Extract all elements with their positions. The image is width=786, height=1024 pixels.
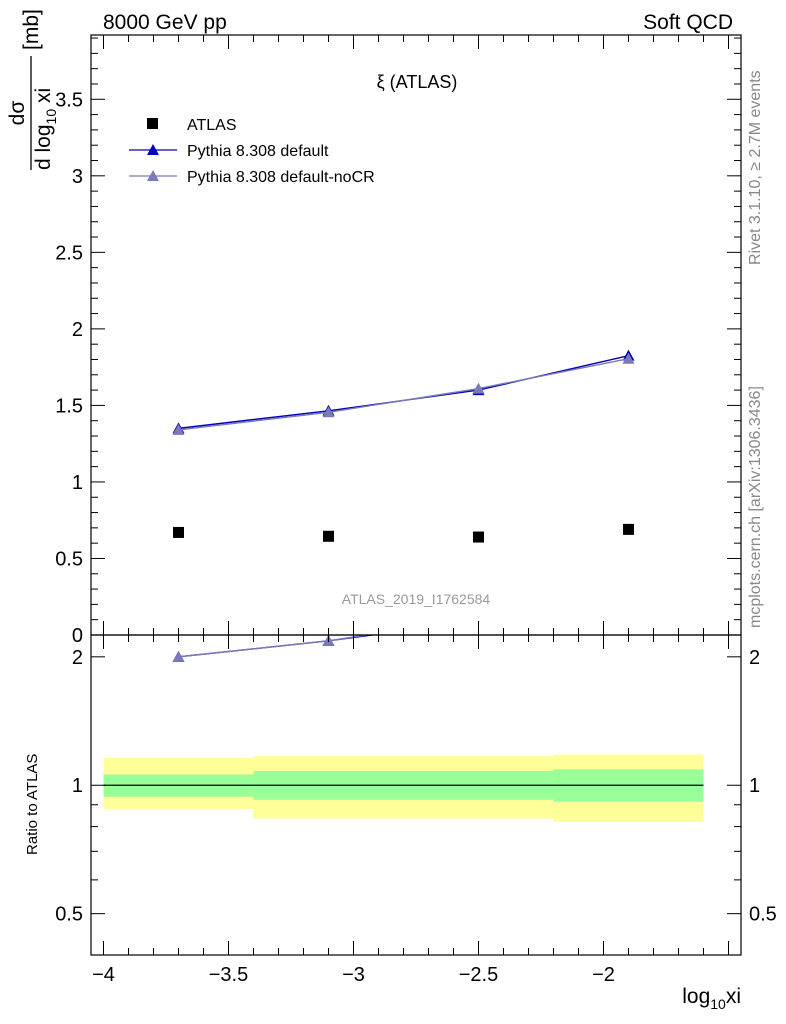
main-y-tick-label: 3 [72, 166, 83, 188]
legend-label-atlas: ATLAS [187, 117, 237, 134]
x-tick-label: −3.5 [209, 964, 248, 986]
legend: ATLAS Pythia 8.308 default Pythia 8.308 … [129, 117, 375, 186]
mcplots-label: mcplots.cern.ch [arXiv:1306.3436] [747, 386, 764, 628]
point-atlas [623, 523, 634, 535]
ratio-y-tick-label-right: 0.5 [749, 904, 777, 926]
ratio-frame [90, 634, 742, 956]
legend-label-nocr: Pythia 8.308 default-noCR [187, 169, 375, 186]
legend-entry-nocr: Pythia 8.308 default-noCR [129, 169, 375, 186]
main-y-tick-label: 2 [72, 319, 83, 341]
x-axis-label: log10xi [682, 985, 741, 1012]
rivet-label: Rivet 3.1.10, ≥ 2.7M events [747, 70, 764, 265]
ratio-uncertainty-bands [103, 754, 704, 823]
legend-marker-default [147, 144, 159, 155]
ratio-point-pythia-8-308-default-nocr [172, 650, 185, 662]
x-tick-label: −2 [592, 964, 615, 986]
y-label-denominator: d log10 xi [32, 88, 59, 170]
ratio-y-tick-label-right: 2 [749, 647, 760, 669]
y-label-numerator: dσ [6, 101, 29, 126]
ratio-y-tick-label: 0.5 [55, 904, 83, 926]
process-label: Soft QCD [643, 11, 733, 34]
legend-entry-default: Pythia 8.308 default [129, 143, 329, 160]
legend-marker-nocr [147, 170, 159, 181]
main-series-layer [172, 349, 635, 543]
ratio-y-axis-label: Ratio to ATLAS [24, 754, 41, 855]
point-pythia-8-308-default-nocr [322, 406, 335, 418]
main-y-tick-label: 0 [72, 625, 83, 647]
y-label-unit: [mb] [20, 9, 43, 50]
point-pythia-8-308-default-nocr [172, 423, 185, 435]
x-tick-label: −2.5 [459, 964, 498, 986]
point-pythia-8-308-default-nocr [622, 352, 635, 364]
point-atlas [473, 531, 484, 543]
ratio-y-tick-label-right: 1 [749, 775, 760, 797]
main-y-axis: 0 0.5 1 1.5 2 2.5 3 3.5 [55, 37, 741, 647]
main-y-tick-label: 2.5 [55, 242, 83, 264]
analysis-label: ATLAS_2019_I1762584 [342, 591, 491, 607]
line-pythia-8-308-default [178, 354, 629, 430]
legend-entry-atlas: ATLAS [147, 117, 237, 134]
main-y-tick-label: 3.5 [55, 89, 83, 111]
point-atlas [323, 530, 334, 542]
ratio-x-axis: −4 −3.5 −3 −2.5 −2 [92, 635, 729, 986]
main-title: ξ (ATLAS) [377, 72, 458, 92]
ratio-y-tick-label: 2 [72, 647, 83, 669]
legend-label-default: Pythia 8.308 default [187, 143, 329, 160]
point-pythia-8-308-default-nocr [472, 382, 485, 394]
main-y-tick-label: 1 [72, 472, 83, 494]
main-y-tick-label: 1.5 [55, 395, 83, 417]
ratio-y-tick-label: 1 [72, 775, 83, 797]
x-tick-label: −4 [92, 964, 115, 986]
main-x-axis [103, 35, 729, 635]
ratio-y-axis: 0.5 0.5 1 1 2 2 [55, 647, 777, 956]
line-pythia-8-308-default-nocr [178, 358, 629, 431]
main-y-tick-label: 0.5 [55, 548, 83, 570]
main-panel: 0 0.5 1 1.5 2 2.5 3 3.5 ξ (ATLAS) ATLAS_2019_I1… [6, 9, 742, 647]
ratio-panel: 0.5 0.5 1 1 2 2 −4 −3.5 −3 −2.5 −2 Ratio to ATLAS… [24, 634, 777, 1012]
point-atlas [173, 526, 184, 538]
x-tick-label: −3 [342, 964, 365, 986]
main-y-axis-label: dσ d log10 xi [mb] [6, 9, 59, 170]
energy-label: 8000 GeV pp [103, 11, 227, 34]
legend-marker-atlas [147, 118, 158, 129]
